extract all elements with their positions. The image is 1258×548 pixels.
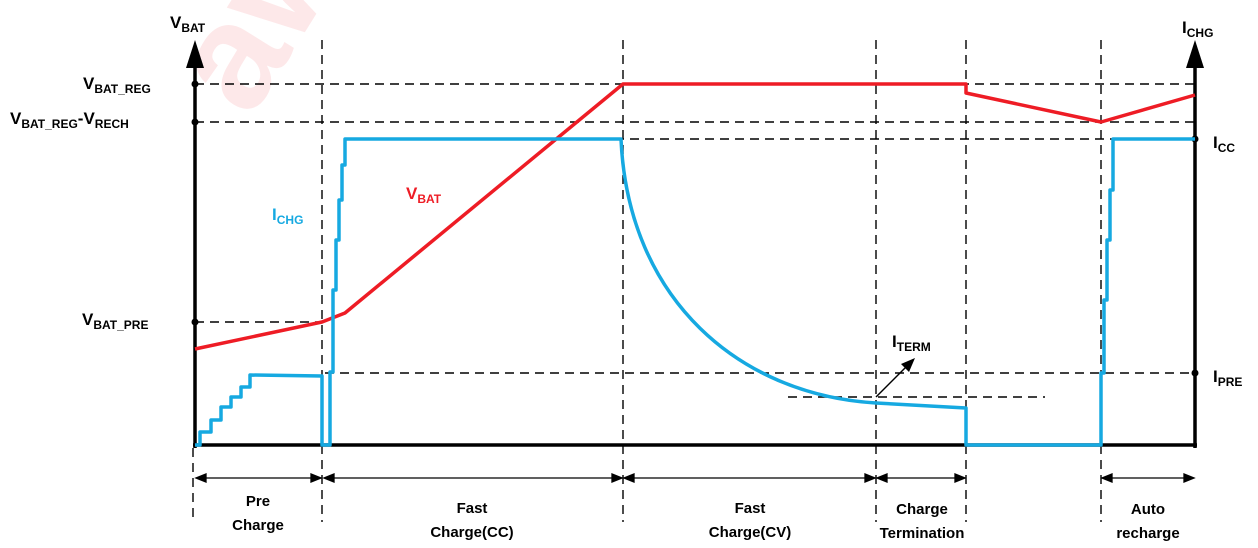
vbat-curve-label: VBAT [406, 184, 442, 206]
icc-label: ICC [1213, 133, 1235, 155]
ichg-curve [195, 137, 1195, 447]
axes [186, 40, 1204, 448]
vbat-pre-label: VBAT_PRE [82, 310, 148, 332]
vbat-curve [194, 82, 1196, 351]
ipre-label: IPRE [1213, 367, 1242, 389]
phase-auto-recharge-line2: recharge [1116, 525, 1179, 542]
phase-fast-cc-line1: Fast [457, 500, 488, 517]
phase-pre-charge-line1: Pre [246, 493, 270, 510]
iterm-arrow-icon [901, 358, 915, 372]
phase-fast-cv-line2: Charge(CV) [709, 524, 792, 541]
left-axis-arrow-icon [186, 40, 204, 68]
phase-pre-charge-line2: Charge [232, 517, 284, 534]
vbat-reg-label: VBAT_REG [83, 74, 151, 96]
phase-fast-cv-line1: Fast [735, 500, 766, 517]
phase-fast-cc-line2: Charge(CC) [430, 524, 513, 541]
right-axis-arrow-icon [1186, 40, 1204, 68]
right-axis-label: ICHG [1182, 18, 1213, 40]
iterm-pointer [875, 365, 908, 398]
phase-termination-line1: Charge [896, 501, 948, 518]
phase-boundaries [192, 40, 1102, 522]
phase-labels: Pre Charge Fast Charge(CC) Fast Charge(C… [232, 493, 1180, 542]
phase-span-arrows [194, 473, 1196, 483]
reference-lines [195, 83, 1195, 398]
left-axis-label: VBAT [170, 13, 206, 35]
ichg-curve-label: ICHG [272, 205, 303, 227]
iterm-label: ITERM [892, 332, 931, 354]
phase-auto-recharge-line1: Auto [1131, 501, 1165, 518]
phase-termination-line2: Termination [880, 525, 965, 542]
tick-dots [191, 80, 1199, 377]
vbat-reg-minus-vrech-label: VBAT_REG-VRECH [10, 109, 129, 131]
